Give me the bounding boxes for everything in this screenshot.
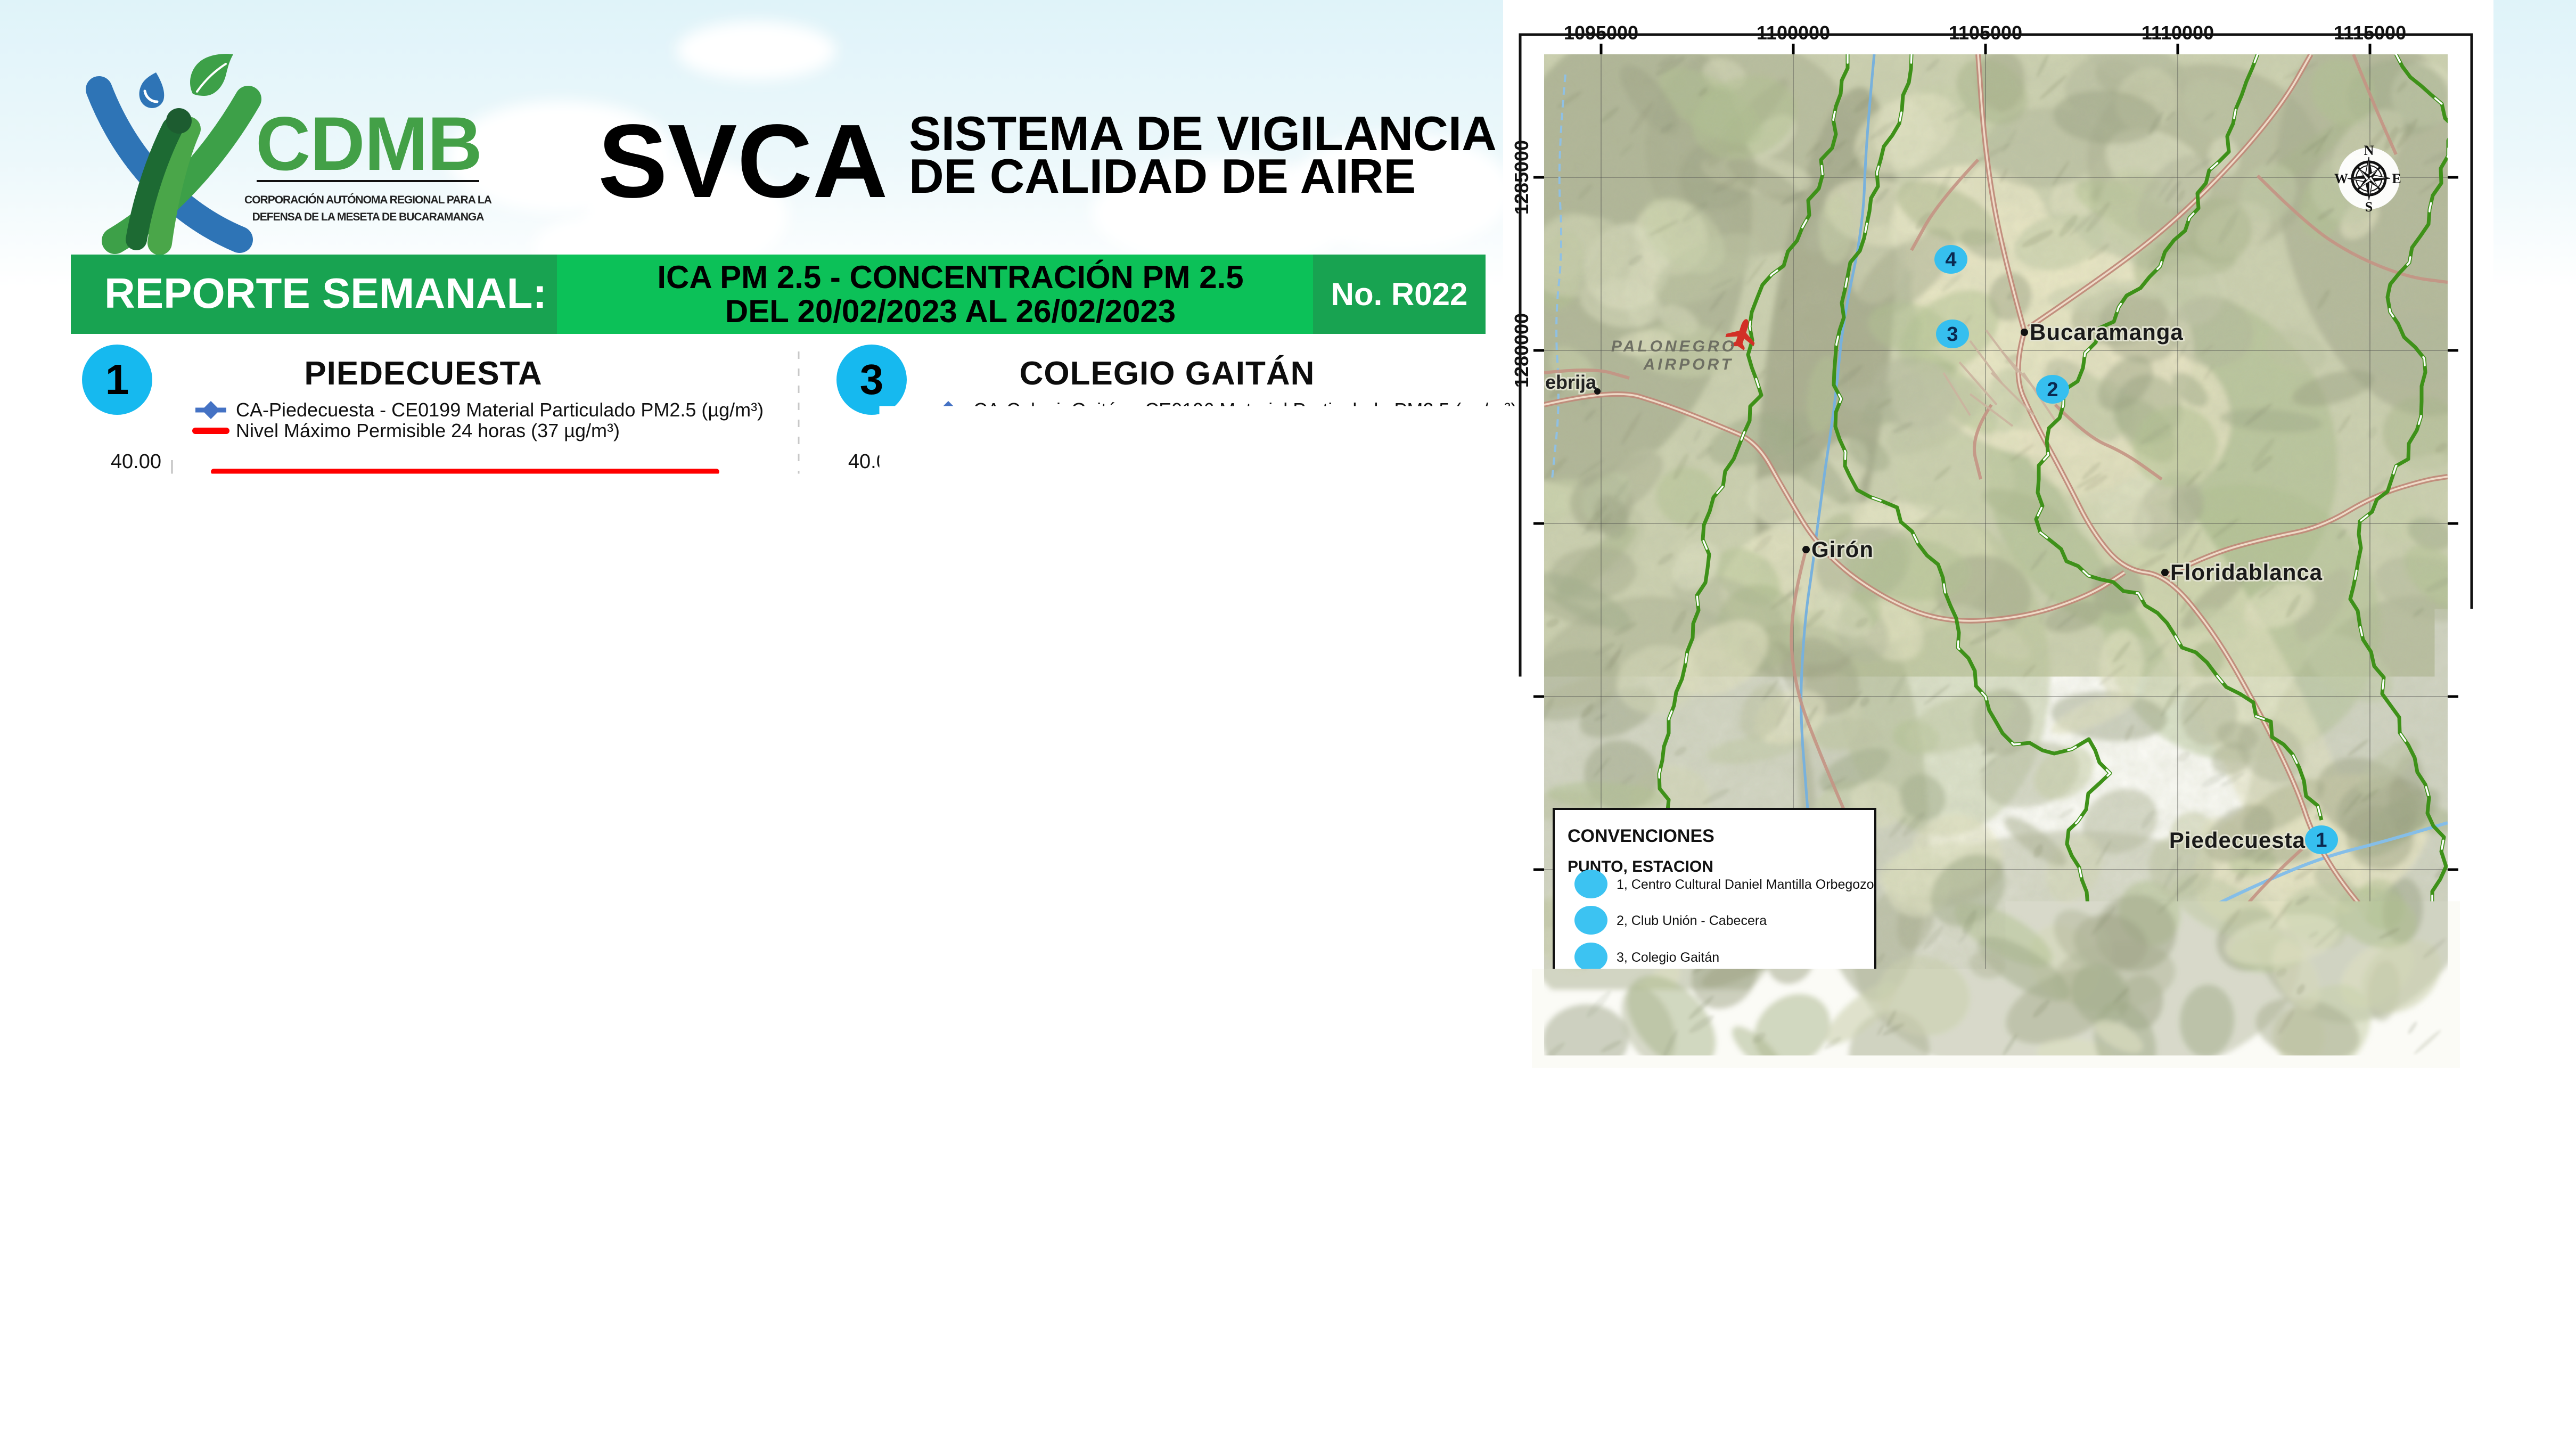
svg-text:28.54: 28.54 bbox=[1121, 489, 1177, 514]
svg-text:26/02/2023: 26/02/2023 bbox=[1289, 618, 1365, 694]
svg-text:30.00: 30.00 bbox=[848, 858, 899, 881]
svg-text:26/02/2023: 26/02/2023 bbox=[650, 618, 726, 694]
svg-text:1: 1 bbox=[105, 356, 129, 403]
svg-text:19.42: 19.42 bbox=[437, 891, 493, 916]
svg-text:18.13: 18.13 bbox=[269, 526, 325, 551]
svg-text:23/02/2023: 23/02/2023 bbox=[398, 982, 474, 1058]
svg-text:23/02/2023: 23/02/2023 bbox=[1083, 618, 1159, 694]
svg-text:32.71: 32.71 bbox=[1327, 474, 1383, 500]
svg-text:25/02/2023: 25/02/2023 bbox=[566, 982, 642, 1058]
svg-text:20.00: 20.00 bbox=[111, 521, 161, 543]
svg-text:20.47: 20.47 bbox=[269, 887, 325, 912]
svg-text:30.00: 30.00 bbox=[848, 486, 899, 508]
svg-text:25/02/2023: 25/02/2023 bbox=[1220, 618, 1297, 694]
svg-text:25/02/2023: 25/02/2023 bbox=[566, 618, 642, 694]
svg-text:22/02/2023: 22/02/2023 bbox=[1014, 982, 1090, 1058]
svg-text:16.68: 16.68 bbox=[437, 530, 493, 555]
svg-text:Nivel Máximo Permisible 24 hor: Nivel Máximo Permisible 24 horas (37 µg/… bbox=[236, 788, 620, 810]
svg-text:15.15: 15.15 bbox=[354, 536, 409, 561]
svg-text:25.39: 25.39 bbox=[605, 871, 661, 896]
svg-text:16.80: 16.80 bbox=[916, 530, 972, 555]
svg-text:19.54: 19.54 bbox=[1053, 521, 1109, 546]
svg-text:20/02/2023: 20/02/2023 bbox=[147, 618, 224, 694]
svg-text:26/02/2023: 26/02/2023 bbox=[650, 982, 726, 1058]
svg-text:10.00: 10.00 bbox=[848, 555, 899, 578]
svg-text:0.00: 0.00 bbox=[859, 591, 899, 613]
svg-text:25.72: 25.72 bbox=[605, 499, 661, 524]
svg-text:26/02/2023: 26/02/2023 bbox=[1289, 982, 1365, 1058]
svg-text:21/02/2023: 21/02/2023 bbox=[231, 618, 307, 694]
svg-text:0.00: 0.00 bbox=[122, 591, 161, 613]
svg-text:2: 2 bbox=[105, 721, 129, 768]
svg-text:16.91: 16.91 bbox=[186, 899, 242, 924]
svg-text:21/02/2023: 21/02/2023 bbox=[946, 982, 1022, 1058]
svg-text:PIEDECUESTA: PIEDECUESTA bbox=[304, 355, 542, 392]
svg-text:Nivel Máximo Permisible 24 hor: Nivel Máximo Permisible 24 horas (37 µg/… bbox=[973, 788, 1357, 810]
svg-text:CLUB UNIÓN: CLUB UNIÓN bbox=[324, 724, 536, 760]
svg-text:20/02/2023: 20/02/2023 bbox=[147, 982, 224, 1058]
svg-text:23/02/2023: 23/02/2023 bbox=[1083, 982, 1159, 1058]
svg-text:28.36: 28.36 bbox=[688, 490, 744, 515]
svg-text:CA-Piedecuesta - CE0199 Materi: CA-Piedecuesta - CE0199 Material Particu… bbox=[236, 399, 764, 421]
svg-text:25/02/2023: 25/02/2023 bbox=[1220, 982, 1297, 1058]
svg-text:20.00: 20.00 bbox=[848, 890, 899, 913]
svg-text:20.00: 20.00 bbox=[848, 521, 899, 543]
svg-text:30.00: 30.00 bbox=[111, 486, 161, 508]
svg-text:24/02/2023: 24/02/2023 bbox=[482, 618, 559, 694]
svg-text:24.39: 24.39 bbox=[521, 874, 577, 899]
svg-text:0.00: 0.00 bbox=[122, 955, 161, 977]
svg-text:17.17: 17.17 bbox=[354, 898, 409, 923]
svg-text:10.00: 10.00 bbox=[111, 555, 161, 578]
svg-text:26.82: 26.82 bbox=[688, 867, 744, 892]
svg-text:CA-ClubUnión - CE0197 Material: CA-ClubUnión - CE0197 Material Particula… bbox=[236, 767, 748, 789]
svg-text:23/02/2023: 23/02/2023 bbox=[398, 618, 474, 694]
svg-text:CA-HospitalNorte - CE0198 Mate: CA-HospitalNorte - CE0198 Material Parti… bbox=[973, 767, 1512, 789]
svg-text:24/02/2023: 24/02/2023 bbox=[1152, 982, 1228, 1058]
svg-text:22/02/2023: 22/02/2023 bbox=[315, 618, 391, 694]
svg-text:10.00: 10.00 bbox=[848, 923, 899, 945]
svg-text:10.00: 10.00 bbox=[111, 923, 161, 945]
svg-text:22.87: 22.87 bbox=[985, 509, 1040, 534]
svg-text:CA-ColegioGaitán - CE0196 Mate: CA-ColegioGaitán - CE0196 Material Parti… bbox=[973, 399, 1517, 421]
svg-text:17.83: 17.83 bbox=[186, 527, 242, 552]
svg-text:40.00: 40.00 bbox=[848, 451, 899, 473]
svg-text:24/02/2023: 24/02/2023 bbox=[1152, 618, 1228, 694]
svg-text:40.00: 40.00 bbox=[848, 826, 899, 848]
svg-text:22/02/2023: 22/02/2023 bbox=[1014, 618, 1090, 694]
svg-text:22/02/2023: 22/02/2023 bbox=[315, 982, 391, 1058]
svg-text:0.00: 0.00 bbox=[859, 955, 899, 977]
svg-text:21/02/2023: 21/02/2023 bbox=[946, 618, 1022, 694]
svg-text:40.00: 40.00 bbox=[111, 826, 161, 848]
svg-text:20/02/2023: 20/02/2023 bbox=[877, 618, 953, 694]
svg-text:30.00: 30.00 bbox=[111, 858, 161, 881]
svg-text:3: 3 bbox=[860, 356, 884, 403]
svg-text:HOSPITAL LOCAL DEL NORTE: HOSPITAL LOCAL DEL NORTE bbox=[914, 724, 1413, 760]
svg-text:20.00: 20.00 bbox=[111, 890, 161, 913]
svg-text:20/02/2023: 20/02/2023 bbox=[877, 982, 953, 1058]
svg-text:4: 4 bbox=[860, 721, 884, 768]
svg-text:Nivel Máximo Permisible 24 hor: Nivel Máximo Permisible 24 horas (37 µg/… bbox=[973, 420, 1357, 441]
svg-text:Nivel Máximo Permisible 24 hor: Nivel Máximo Permisible 24 horas (37 µg/… bbox=[236, 420, 620, 441]
svg-text:21/02/2023: 21/02/2023 bbox=[231, 982, 307, 1058]
svg-text:24/02/2023: 24/02/2023 bbox=[482, 982, 559, 1058]
svg-text:40.00: 40.00 bbox=[111, 451, 161, 473]
svg-text:COLEGIO GAITÁN: COLEGIO GAITÁN bbox=[1020, 355, 1315, 392]
svg-text:28.05: 28.05 bbox=[1190, 491, 1246, 516]
svg-text:26.97: 26.97 bbox=[1259, 495, 1315, 520]
svg-text:24.09: 24.09 bbox=[521, 505, 577, 530]
